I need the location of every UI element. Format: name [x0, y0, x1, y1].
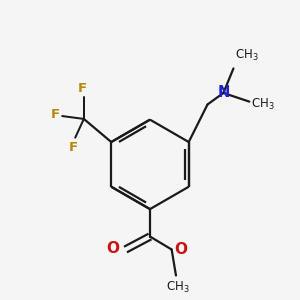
Text: N: N — [217, 85, 230, 100]
Text: F: F — [51, 108, 60, 121]
Text: CH$_3$: CH$_3$ — [251, 97, 274, 112]
Text: O: O — [174, 242, 187, 257]
Text: F: F — [69, 141, 78, 154]
Text: CH$_3$: CH$_3$ — [235, 48, 259, 63]
Text: F: F — [78, 82, 87, 95]
Text: O: O — [107, 242, 120, 256]
Text: CH$_3$: CH$_3$ — [166, 280, 189, 295]
